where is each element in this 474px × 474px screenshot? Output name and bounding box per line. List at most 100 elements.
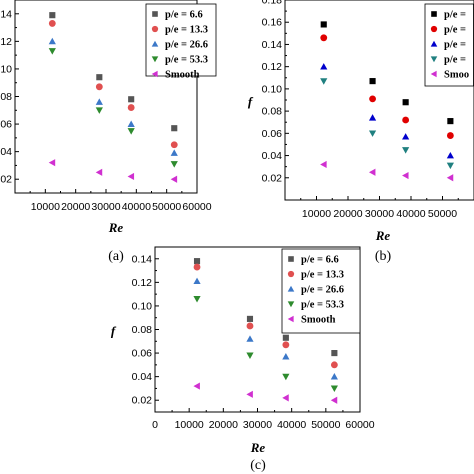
- data-point: [368, 130, 377, 137]
- data-point: [368, 168, 376, 176]
- legend-entry: p/e =: [444, 10, 466, 21]
- data-point: [447, 118, 454, 125]
- data-point: [446, 132, 454, 139]
- x-axis-label: Re: [250, 440, 266, 455]
- x-tick-label: 30000: [91, 201, 120, 213]
- x-tick-label: 40000: [122, 201, 151, 213]
- data-point: [446, 151, 454, 159]
- x-tick-label: 20000: [333, 208, 362, 220]
- series-5: [48, 159, 178, 183]
- data-point: [330, 396, 338, 404]
- data-point: [282, 373, 290, 381]
- x-tick-label: 10000: [175, 419, 204, 431]
- legend-marker: [430, 56, 438, 63]
- legend-entry: p/e = 53.3: [301, 300, 344, 311]
- x-tick-label: 50000: [311, 419, 340, 431]
- y-tick-label: 14: [0, 8, 12, 20]
- y-tick-label: 0.18: [262, 0, 283, 7]
- legend-marker: [430, 70, 437, 78]
- y-tick-label: 0.02: [262, 172, 283, 184]
- legend-entry: p/e = 26.6: [301, 285, 344, 296]
- series-1: [49, 12, 178, 132]
- x-tick-label: 40000: [277, 419, 306, 431]
- y-tick-label: 0.14: [132, 253, 153, 265]
- legend-entry: p/e = 26.6: [165, 40, 208, 51]
- data-point: [127, 128, 135, 135]
- y-tick-label: 02: [0, 174, 12, 186]
- x-tick-label: 20000: [209, 419, 238, 431]
- data-point: [48, 48, 56, 55]
- x-tick-label: 60000: [345, 419, 374, 431]
- series-3: [320, 63, 454, 159]
- y-tick-label: 0.12: [132, 277, 153, 289]
- data-point: [320, 21, 327, 28]
- data-point: [128, 96, 135, 103]
- legend-marker: [287, 301, 295, 308]
- series-4: [48, 48, 178, 168]
- y-tick-label: 06: [0, 119, 12, 131]
- series-2: [320, 34, 454, 139]
- legend: p/e = p/e = p/e = p/e = Smoo: [424, 3, 474, 87]
- data-point: [320, 34, 328, 42]
- legend-entry: Smoo: [444, 70, 469, 81]
- series-1: [193, 258, 338, 357]
- legend-marker: [288, 256, 294, 262]
- data-point: [48, 37, 56, 45]
- legend-marker: [151, 25, 159, 33]
- data-point: [95, 83, 103, 91]
- data-point: [446, 174, 454, 182]
- legend-marker: [430, 25, 438, 33]
- y-tick-label: 0.10: [262, 83, 283, 95]
- series-4: [320, 78, 454, 170]
- x-tick-label: 10000: [31, 201, 60, 213]
- data-point: [193, 263, 201, 271]
- x-tick-label: 50000: [428, 208, 457, 220]
- x-tick-label: 60000: [182, 201, 211, 213]
- legend-entry: p/e = 13.3: [165, 25, 208, 36]
- legend-entry: Smooth: [301, 315, 336, 326]
- data-point: [320, 78, 328, 85]
- series-2: [193, 263, 338, 369]
- data-point: [170, 175, 178, 183]
- y-tick-label: 0.02: [132, 395, 153, 407]
- series-4: [193, 295, 338, 393]
- y-axis-label: f: [248, 94, 254, 109]
- y-tick-label: 12: [0, 36, 12, 48]
- data-point: [170, 149, 178, 156]
- data-point: [95, 98, 103, 105]
- panel-c: 0 10000 20000 30000 40000 50000 60000 0.02 0.04 0…: [111, 246, 375, 473]
- panel-a: 10000 20000 30000 40000 50000 60000 02 04 06 08 10…: [0, 0, 217, 264]
- data-point: [369, 95, 376, 103]
- data-point: [246, 335, 254, 342]
- data-point: [127, 104, 135, 111]
- data-point: [193, 295, 201, 303]
- y-tick-label: 0.08: [262, 106, 283, 118]
- panel-caption: (a): [108, 249, 124, 264]
- data-point: [193, 277, 201, 285]
- legend-entry: p/e =: [444, 40, 466, 51]
- legend-entry: p/e = 6.6: [165, 10, 203, 21]
- legend-marker: [152, 11, 158, 17]
- y-tick-label: 0.04: [262, 150, 283, 162]
- y-tick-label: 0.12: [262, 61, 283, 73]
- data-point: [402, 171, 409, 180]
- y-tick-label: 0.16: [262, 17, 283, 29]
- data-point: [171, 125, 178, 132]
- data-point: [48, 159, 56, 167]
- y-tick-label: 08: [0, 91, 12, 103]
- data-point: [320, 160, 327, 169]
- data-point: [95, 107, 103, 114]
- data-point: [282, 334, 289, 341]
- data-point: [402, 133, 410, 140]
- y-axis-label: f: [111, 324, 117, 339]
- data-point: [446, 162, 454, 170]
- data-point: [402, 116, 410, 124]
- data-point: [330, 385, 338, 393]
- data-point: [48, 20, 56, 27]
- legend-marker: [151, 70, 158, 78]
- x-axis-label: Re: [375, 228, 391, 243]
- y-tick-label: 0.06: [132, 348, 153, 360]
- series-3: [193, 277, 338, 380]
- legend-marker: [287, 315, 294, 323]
- data-point: [49, 12, 56, 19]
